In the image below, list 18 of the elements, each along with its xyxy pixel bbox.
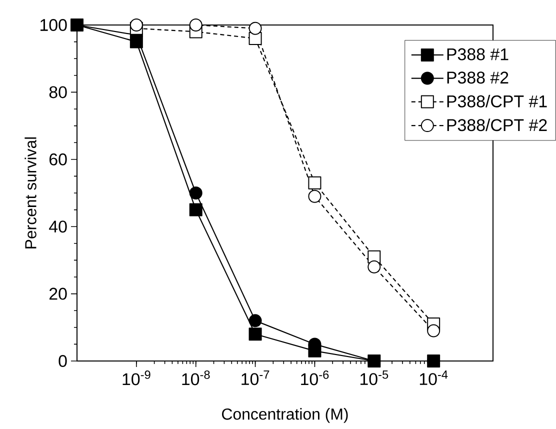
legend-label: P388/CPT #1 xyxy=(447,94,547,108)
x-tick-label: 10$^{-7}$ xyxy=(242,370,270,386)
y-tick-label: 60 xyxy=(50,153,67,166)
x-tick-label: 10$^{-8}$ xyxy=(182,370,210,386)
x-tick-label: 10$^{-6}$ xyxy=(301,370,329,386)
y-tick-label: 100 xyxy=(40,19,67,31)
y-tick-label: 0 xyxy=(58,355,67,367)
y-tick-label: 80 xyxy=(49,86,67,98)
y-axis-title: Percent survival xyxy=(24,137,36,248)
legend-label: P388 #2 xyxy=(447,72,508,84)
x-tick-label: 10$^{-4}$ xyxy=(420,370,448,386)
x-tick-label: 10$^{-9}$ xyxy=(122,370,150,386)
y-tick-label: 40 xyxy=(49,220,67,233)
x-tick-label: 10$^{-5}$ xyxy=(360,370,388,386)
y-tick-label: 20 xyxy=(50,288,67,300)
legend-label: P388/CPT #2 xyxy=(447,118,547,132)
legend-label: P388 #1 xyxy=(447,48,508,60)
x-axis-title: Concentration (M) xyxy=(222,408,348,423)
